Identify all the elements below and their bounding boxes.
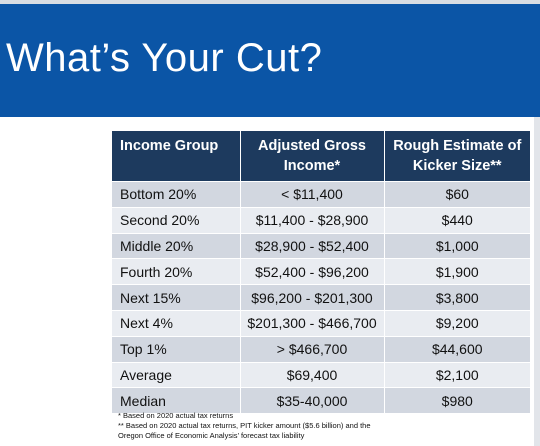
- cell-income-group: Bottom 20%: [112, 181, 241, 208]
- table-row: Next 15% $96,200 - $201,300 $3,800: [112, 284, 530, 311]
- footnote-kicker: ** Based on 2020 actual tax returns, PIT…: [118, 421, 371, 430]
- footnotes: * Based on 2020 actual tax returns ** Ba…: [118, 411, 458, 441]
- cell-income-group: Top 1%: [112, 335, 241, 363]
- right-edge-strip: [534, 117, 540, 446]
- cell-income-group: Median: [112, 387, 241, 414]
- cell-income-group: Next 4%: [112, 309, 241, 337]
- cell-income-group: Average: [112, 361, 241, 388]
- cell-kicker: $2,100: [384, 361, 530, 388]
- cell-kicker: $3,800: [384, 284, 530, 311]
- cell-kicker: $60: [384, 181, 530, 208]
- header-adjusted-gross-income: Adjusted Gross Income*: [240, 131, 385, 182]
- title-banner: What’s Your Cut?: [0, 4, 540, 117]
- table-row: Top 1% > $466,700 $44,600: [112, 335, 530, 363]
- cell-agi: $52,400 - $96,200: [240, 258, 385, 285]
- cell-income-group: Second 20%: [112, 206, 241, 234]
- cell-agi: < $11,400: [240, 181, 385, 208]
- table-row: Fourth 20% $52,400 - $96,200 $1,900: [112, 258, 530, 285]
- table-row: Average $69,400 $2,100: [112, 361, 530, 388]
- cell-kicker: $9,200: [384, 309, 530, 337]
- cell-agi: $69,400: [240, 361, 385, 388]
- footnote-agi: * Based on 2020 actual tax returns: [118, 411, 234, 420]
- table-row: Bottom 20% < $11,400 $60: [112, 181, 530, 208]
- kicker-table-container: Income Group Adjusted Gross Income* Roug…: [112, 131, 530, 414]
- slide-title: What’s Your Cut?: [6, 36, 323, 80]
- table-row: Middle 20% $28,900 - $52,400 $1,000: [112, 232, 530, 259]
- cell-income-group: Next 15%: [112, 284, 241, 311]
- header-kicker-estimate: Rough Estimate of Kicker Size**: [384, 131, 530, 182]
- header-income-group: Income Group: [112, 131, 241, 182]
- cell-agi: $35-40,000: [240, 387, 385, 414]
- cell-kicker: $980: [384, 387, 530, 414]
- kicker-table: Income Group Adjusted Gross Income* Roug…: [112, 131, 530, 414]
- cell-kicker: $44,600: [384, 335, 530, 363]
- cell-agi: $28,900 - $52,400: [240, 232, 385, 259]
- cell-income-group: Middle 20%: [112, 232, 241, 259]
- cell-agi: $96,200 - $201,300: [240, 284, 385, 311]
- table-row: Median $35-40,000 $980: [112, 387, 530, 414]
- cell-agi: $201,300 - $466,700: [240, 309, 385, 337]
- cell-kicker: $1,000: [384, 232, 530, 259]
- footnote-kicker-continued: Oregon Office of Economic Analysis’ fore…: [118, 431, 305, 440]
- table-row: Second 20% $11,400 - $28,900 $440: [112, 206, 530, 234]
- cell-agi: > $466,700: [240, 335, 385, 363]
- cell-agi: $11,400 - $28,900: [240, 206, 385, 234]
- cell-income-group: Fourth 20%: [112, 258, 241, 285]
- cell-kicker: $1,900: [384, 258, 530, 285]
- table-row: Next 4% $201,300 - $466,700 $9,200: [112, 309, 530, 337]
- cell-kicker: $440: [384, 206, 530, 234]
- table-header-row: Income Group Adjusted Gross Income* Roug…: [112, 131, 530, 182]
- top-strip: [0, 0, 540, 4]
